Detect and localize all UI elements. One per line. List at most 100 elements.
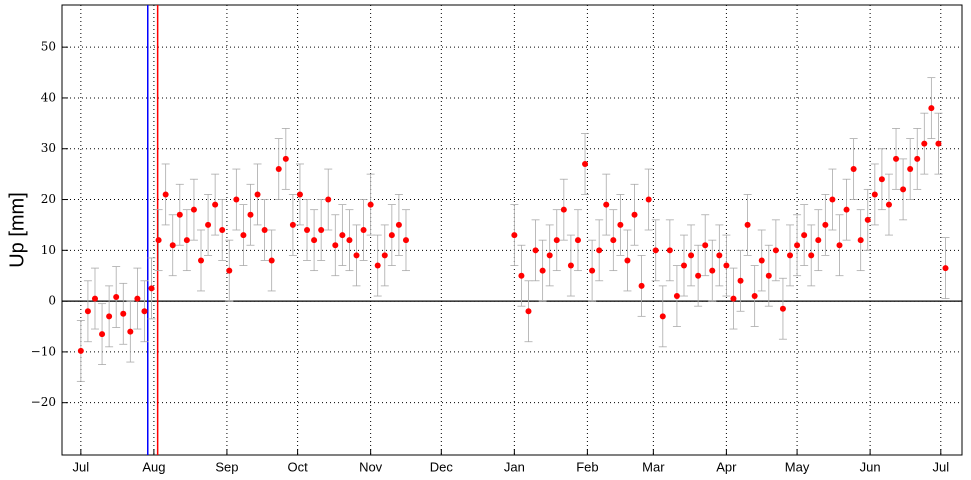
data-point [744, 221, 751, 228]
data-point [233, 196, 240, 203]
data-point [77, 347, 84, 354]
data-point [801, 232, 808, 239]
data-point [772, 247, 779, 254]
data-point [723, 262, 730, 269]
data-point [141, 308, 148, 315]
data-point [582, 160, 589, 167]
data-point [673, 293, 680, 300]
data-point [296, 191, 303, 198]
data-point [346, 237, 353, 244]
data-point [261, 227, 268, 233]
data-point [822, 221, 829, 228]
data-point [815, 237, 822, 244]
data-point [388, 232, 395, 239]
data-point [610, 237, 617, 244]
data-point [928, 105, 935, 112]
data-point [198, 257, 205, 264]
data-point [155, 237, 162, 244]
y-tick-label: −10 [31, 344, 56, 358]
data-point [751, 293, 758, 300]
data-point [921, 140, 928, 147]
data-point [339, 232, 346, 239]
x-tick-label: Nov [359, 459, 383, 474]
data-point [829, 196, 836, 203]
data-point [659, 313, 666, 320]
x-tick-label: Dec [430, 459, 454, 474]
data-point [589, 267, 596, 274]
data-point [511, 232, 518, 239]
data-point [942, 265, 949, 272]
data-point [871, 191, 878, 198]
y-tick-label: 30 [41, 141, 56, 155]
data-point [91, 295, 98, 302]
data-point [893, 155, 900, 162]
data-point [127, 328, 134, 335]
data-point [680, 262, 687, 269]
data-point [546, 252, 553, 259]
data-point [518, 272, 525, 279]
data-point [106, 313, 113, 320]
data-point [603, 201, 610, 208]
data-point [395, 221, 402, 228]
data-point [730, 295, 737, 302]
x-tick-label: Jan [504, 459, 525, 474]
data-point [304, 227, 311, 233]
data-point [843, 206, 850, 213]
data-point [289, 221, 296, 228]
data-point [311, 237, 318, 244]
data-point [645, 196, 652, 203]
data-point [402, 237, 409, 244]
data-point [539, 267, 546, 274]
x-tick-label: Feb [576, 459, 598, 474]
x-tick-label: Jun [860, 459, 881, 474]
data-point [688, 252, 695, 259]
data-point [325, 196, 332, 203]
data-point [190, 206, 197, 213]
data-point [134, 295, 141, 302]
x-tick-label: Jul [73, 459, 90, 474]
data-point [885, 201, 892, 208]
data-point [318, 227, 325, 233]
data-point [353, 252, 360, 259]
y-axis-label: Up [mm] [6, 192, 28, 268]
data-point [864, 216, 871, 223]
data-point [553, 237, 560, 244]
data-point [169, 242, 176, 249]
data-point [247, 211, 254, 218]
data-point [709, 267, 716, 274]
data-point [212, 201, 219, 208]
x-tick-label: Jul [932, 459, 949, 474]
x-tick-label: Sep [215, 459, 238, 474]
data-point [857, 237, 864, 244]
y-tick-label: 50 [41, 40, 56, 54]
data-point [332, 242, 339, 249]
x-tick-label: Oct [287, 459, 308, 474]
y-tick-label: 0 [48, 294, 56, 308]
data-point [702, 242, 709, 249]
data-point [532, 247, 539, 254]
data-point [638, 282, 645, 289]
data-point [758, 257, 765, 264]
x-tick-label: May [785, 459, 810, 474]
data-point [240, 232, 247, 239]
y-tick-label: −20 [31, 395, 56, 409]
data-point [183, 237, 190, 244]
data-point [275, 166, 282, 173]
data-point [219, 227, 226, 233]
data-point [525, 308, 532, 315]
data-point [268, 257, 275, 264]
data-point [162, 191, 169, 198]
data-point [695, 272, 702, 279]
data-point [282, 155, 289, 162]
data-point [716, 252, 723, 259]
data-point [787, 252, 794, 259]
data-point [360, 227, 367, 233]
data-point [148, 285, 155, 292]
data-point [560, 206, 567, 213]
data-point [737, 277, 744, 284]
data-point [254, 191, 261, 198]
data-point [84, 308, 91, 315]
data-point [567, 262, 574, 269]
x-tick-label: Mar [642, 459, 665, 474]
